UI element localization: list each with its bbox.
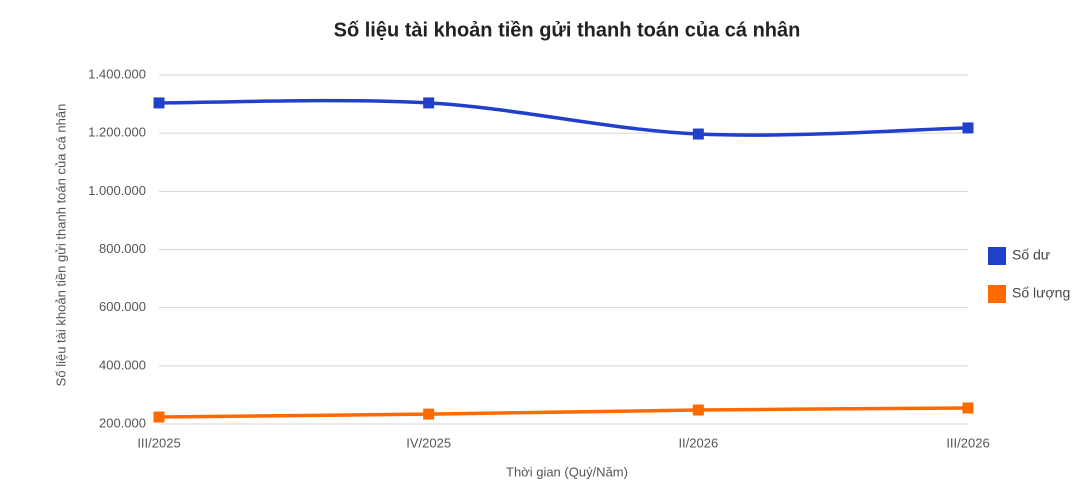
data-point: [153, 97, 165, 109]
data-point: [423, 408, 435, 420]
x-tick-label: III/2025: [137, 435, 180, 450]
series-line: [158, 406, 969, 419]
x-tick-label: III/2026: [946, 435, 989, 450]
x-axis-label: Thời gian (Quý/Năm): [506, 464, 628, 479]
x-tick-label: II/2026: [678, 435, 718, 450]
y-tick-label: 800.000: [99, 241, 146, 256]
y-tick-label: 200.000: [99, 415, 146, 430]
y-tick-label: 600.000: [99, 299, 146, 314]
data-point: [423, 97, 435, 109]
x-tick-label: IV/2025: [406, 435, 451, 450]
series-line: [158, 98, 969, 137]
data-point: [153, 411, 165, 423]
y-axis-label: Số liệu tài khoản tiền gửi thanh toán củ…: [53, 104, 68, 387]
legend-swatch: [988, 285, 1006, 303]
data-point: [692, 404, 704, 416]
chart-title: Số liệu tài khoản tiền gửi thanh toán củ…: [334, 19, 801, 41]
data-point: [962, 402, 974, 414]
y-tick-label: 1.200.000: [88, 125, 146, 140]
legend-label: Số dư: [1012, 247, 1050, 263]
y-tick-label: 400.000: [99, 357, 146, 372]
legend-swatch: [988, 247, 1006, 265]
data-point: [962, 122, 974, 134]
data-point: [692, 128, 704, 140]
legend-label: Số lượng: [1012, 285, 1070, 301]
y-tick-label: 1.000.000: [88, 183, 146, 198]
y-tick-label: 1.400.000: [88, 66, 146, 81]
